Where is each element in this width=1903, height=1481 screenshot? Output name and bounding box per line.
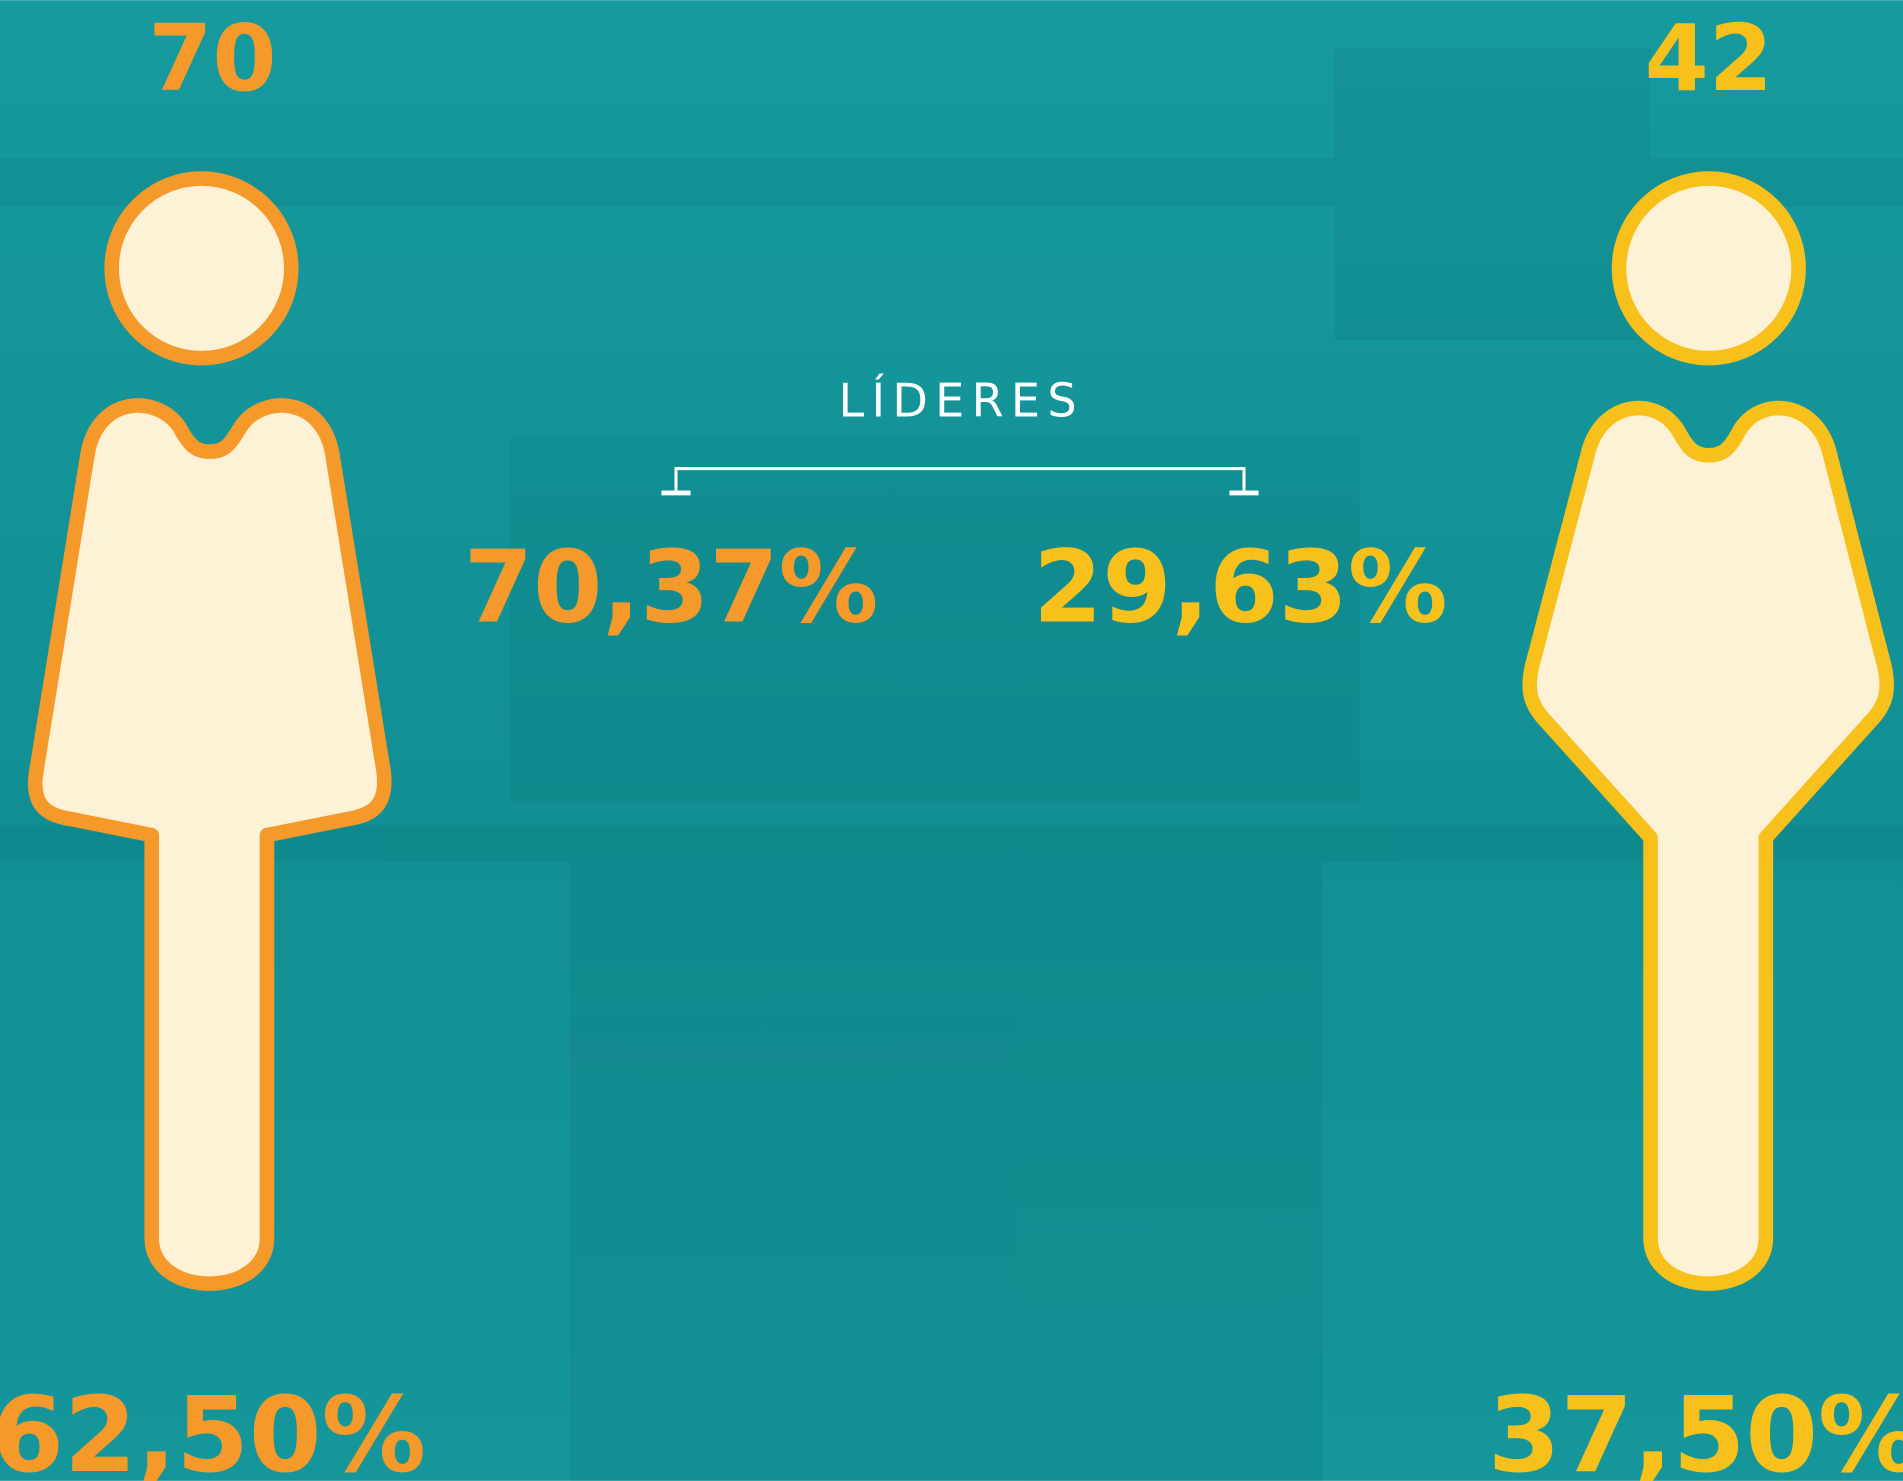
infographic: 70 42 LÍDERES 70,37% 29,63% 62,50% 37,50…: [0, 0, 1903, 1481]
leaders-men-percent: 29,63%: [1033, 531, 1447, 646]
woman-percent: 62,50%: [0, 1374, 426, 1481]
leaders-label: LÍDERES: [839, 373, 1084, 427]
woman-count: 70: [148, 4, 276, 112]
man-count: 42: [1645, 4, 1773, 112]
page: {"left": {"count": "70", "percent": "62,…: [0, 0, 1903, 1481]
man-percent: 37,50%: [1488, 1374, 1903, 1481]
leaders-women-percent: 70,37%: [464, 531, 878, 646]
